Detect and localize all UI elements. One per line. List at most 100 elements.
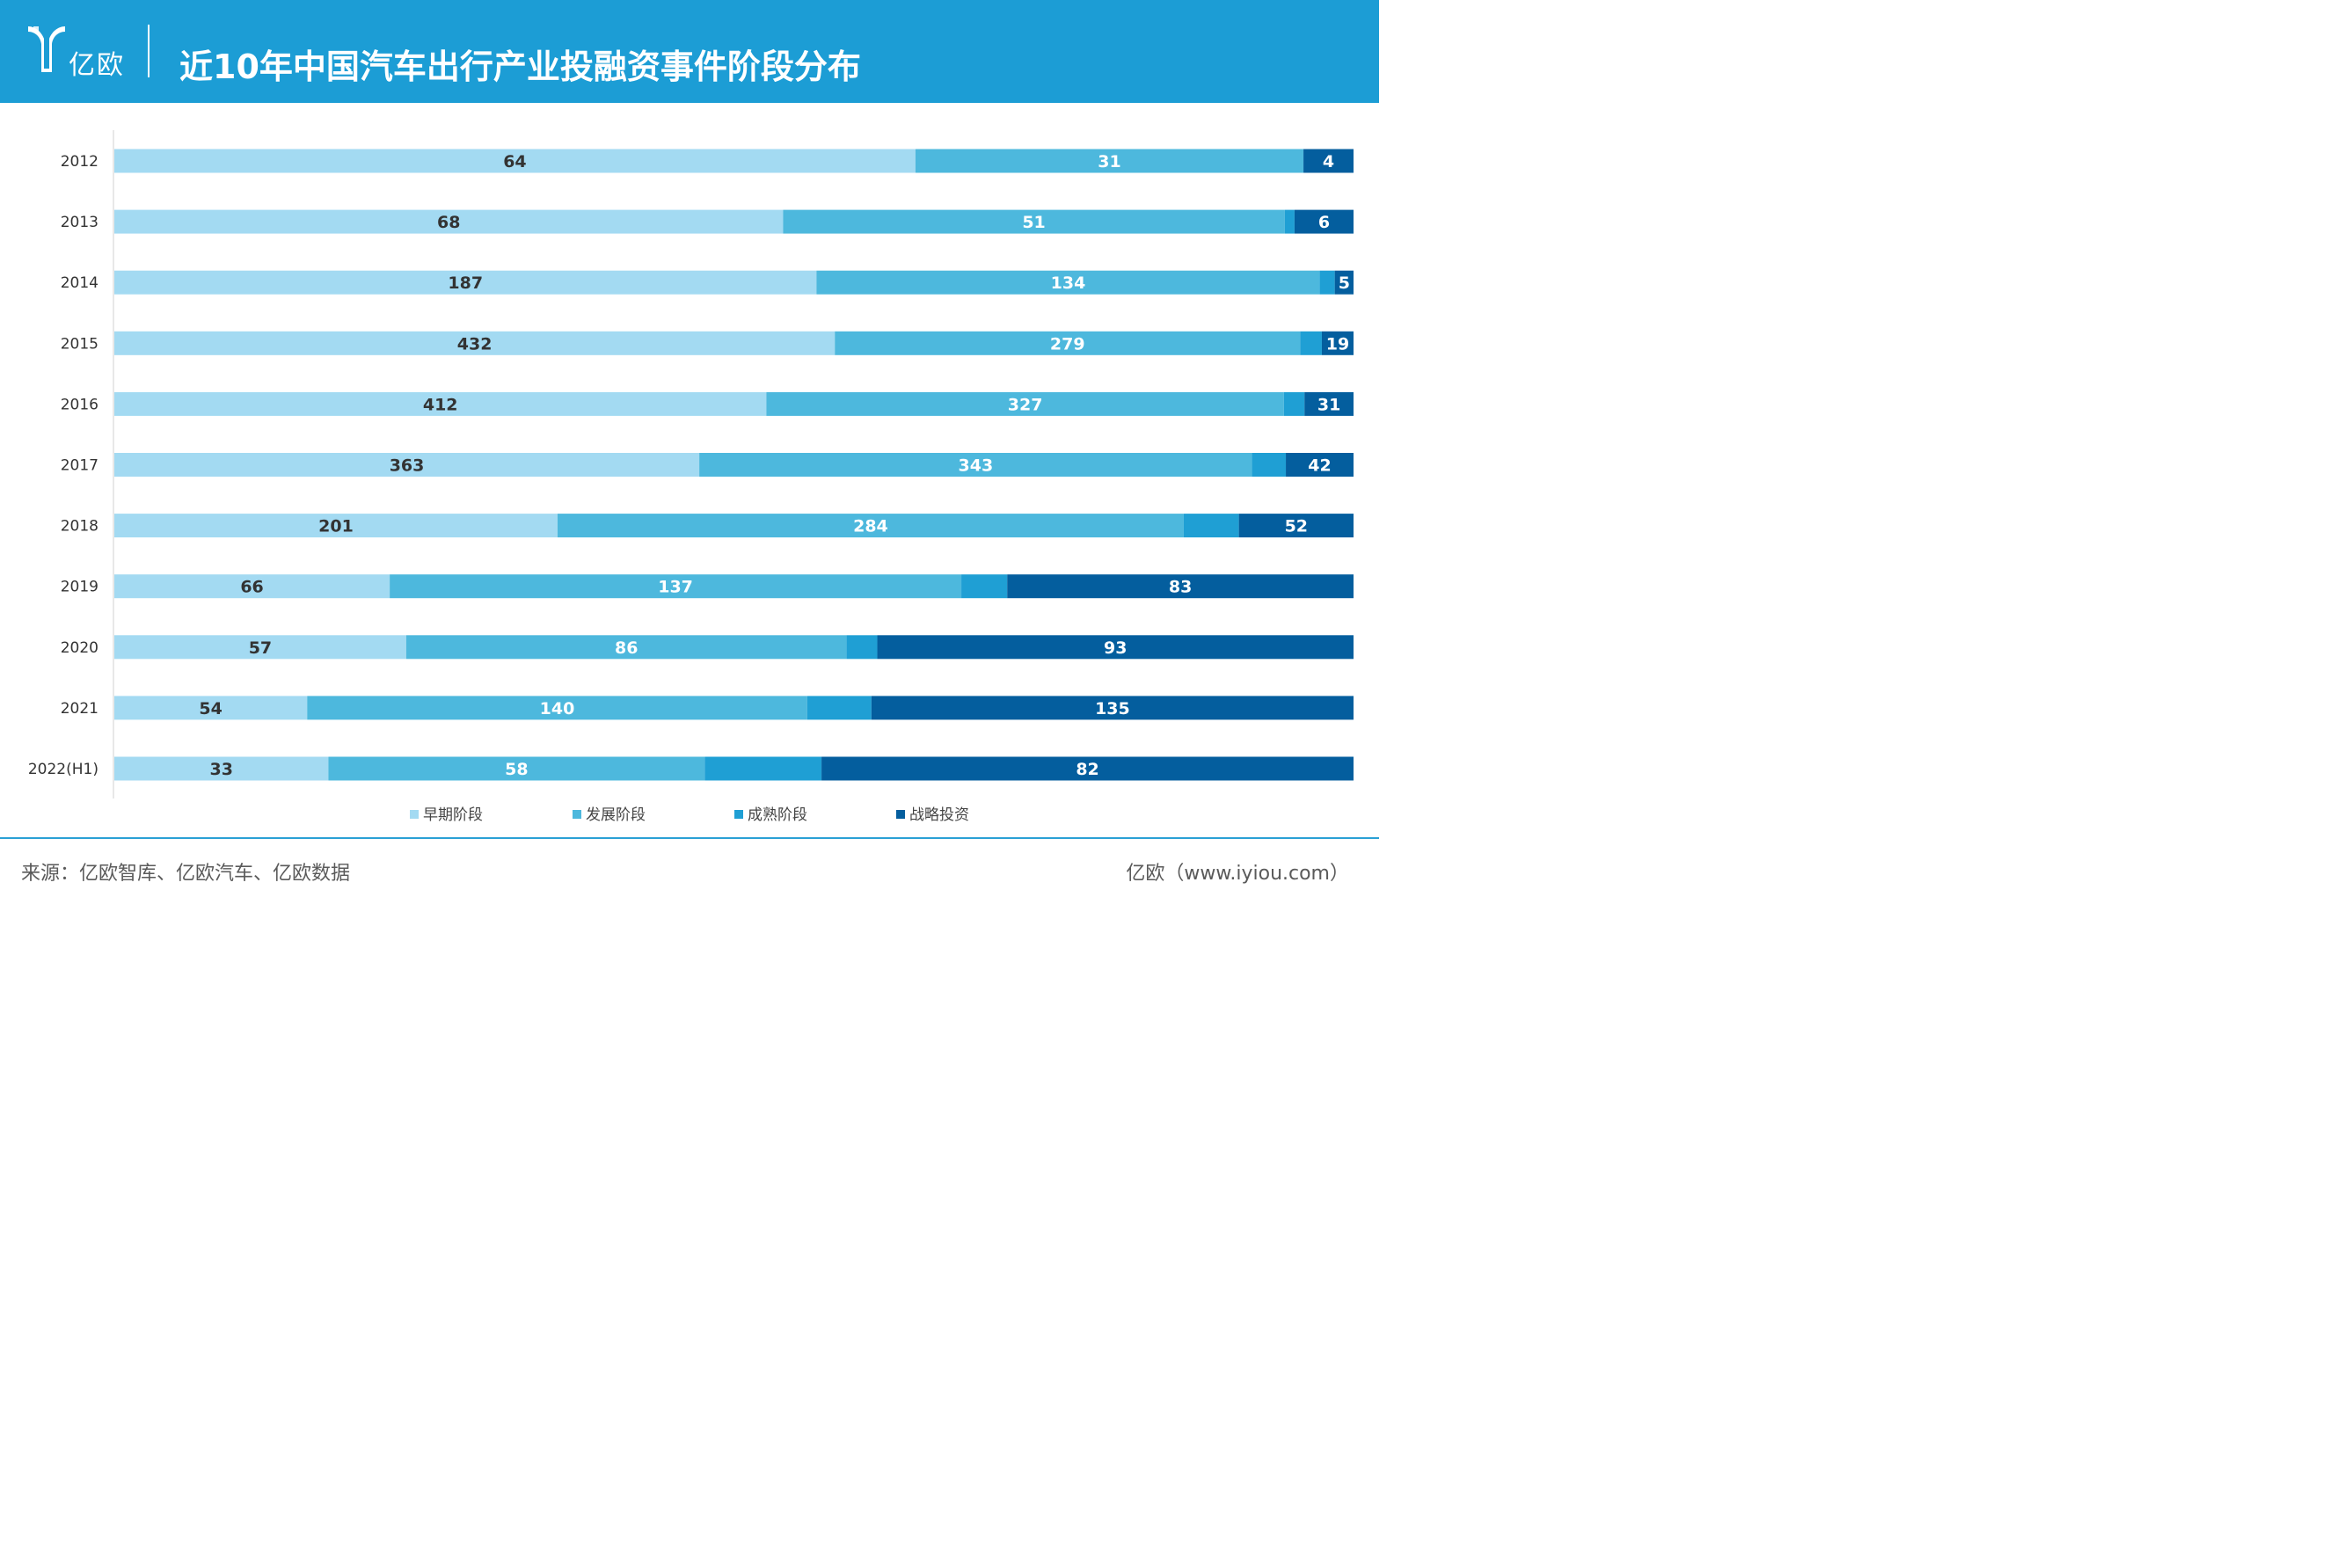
legend-label: 发展阶段 [586, 806, 646, 824]
bar-segment [307, 696, 807, 720]
bar-segment [1286, 453, 1354, 477]
page-title: 近10年中国汽车出行产业投融资事件阶段分布 [179, 47, 861, 86]
legend-label: 早期阶段 [423, 806, 483, 824]
bar-segment [871, 696, 1354, 720]
logo-text: 亿欧 [69, 50, 125, 81]
bar-segment [405, 635, 847, 660]
data-label: 52 [1285, 517, 1308, 536]
bar-segment [114, 756, 329, 781]
bar-segment [114, 149, 916, 173]
bar-segment [766, 391, 1284, 416]
data-label: 327 [1008, 395, 1043, 414]
legend-swatch [410, 810, 419, 819]
bar-segment [1300, 331, 1322, 355]
bar-segment [816, 270, 1320, 295]
legend-swatch [896, 810, 905, 819]
bar-segment [1294, 209, 1354, 234]
bar-segment [114, 453, 700, 477]
bar-segment [390, 574, 962, 599]
site-credit: 亿欧（www.iyiou.com） [1126, 863, 1349, 885]
bar-segment [114, 331, 836, 355]
data-label: 363 [390, 456, 425, 476]
bar-segment [835, 331, 1301, 355]
bar-segment [557, 514, 1184, 538]
bar-segment [1183, 514, 1239, 538]
data-label: 93 [1104, 638, 1127, 658]
bar-segment [915, 149, 1304, 173]
data-label: 31 [1098, 152, 1120, 171]
bar-segment [1304, 391, 1354, 416]
legend: 早期阶段 发展阶段 成熟阶段 战略投资 [410, 806, 969, 824]
data-label: 4 [1323, 152, 1334, 171]
data-label: 82 [1076, 760, 1098, 779]
data-label: 64 [503, 152, 526, 171]
bars-group [114, 149, 1354, 781]
bar-segment [1007, 574, 1354, 599]
data-label: 57 [249, 638, 272, 658]
bar-segment [1334, 270, 1354, 295]
bar-segment [1321, 331, 1354, 355]
data-label: 51 [1022, 213, 1045, 232]
bar-segment [328, 756, 705, 781]
stacked-bar-chart: 2012 64 31 4 2013 68 51 6 2014 187 134 5 2015 432 279 1… [28, 130, 1354, 824]
y-tick-label: 2014 [61, 274, 99, 292]
legend-swatch [734, 810, 743, 819]
labels-group: 2012 64 31 4 2013 68 51 6 2014 187 134 5 2015 432 279 1… [28, 152, 1350, 779]
header-banner: 亿欧 近10年中国汽车出行产业投融资事件阶段分布 [0, 0, 1379, 103]
bar-segment [806, 696, 872, 720]
y-tick-label: 2019 [61, 579, 99, 596]
bar-segment [1252, 453, 1287, 477]
bar-segment [114, 635, 406, 660]
bar-segment [114, 696, 308, 720]
data-label: 54 [199, 699, 222, 718]
y-tick-label: 2018 [61, 518, 99, 536]
footer-divider [0, 837, 1379, 839]
data-label: 31 [1317, 395, 1340, 414]
data-label: 68 [437, 213, 460, 232]
data-label: 432 [457, 334, 493, 354]
bar-segment [114, 270, 817, 295]
bar-segment [699, 453, 1252, 477]
data-label: 284 [853, 517, 888, 536]
data-label: 33 [209, 760, 232, 779]
source-note: 来源：亿欧智库、亿欧汽车、亿欧数据 [21, 863, 351, 885]
bar-segment [1238, 514, 1354, 538]
data-label: 134 [1051, 273, 1086, 293]
y-tick-label: 2012 [61, 153, 99, 171]
bar-segment [1319, 270, 1335, 295]
data-label: 19 [1326, 334, 1349, 354]
legend-label: 成熟阶段 [748, 806, 807, 824]
data-label: 58 [505, 760, 528, 779]
y-tick-label: 2016 [61, 396, 99, 413]
bar-segment [114, 391, 767, 416]
data-label: 187 [448, 273, 483, 293]
bar-segment [1283, 391, 1305, 416]
data-label: 86 [615, 638, 638, 658]
bar-segment [783, 209, 1285, 234]
bar-segment [877, 635, 1354, 660]
bar-segment [114, 574, 390, 599]
bar-segment [1284, 209, 1295, 234]
data-label: 412 [423, 395, 458, 414]
bar-segment [704, 756, 822, 781]
y-tick-label: 2015 [61, 335, 99, 353]
data-label: 135 [1095, 699, 1130, 718]
y-tick-label: 2017 [61, 457, 99, 475]
data-label: 343 [959, 456, 994, 476]
data-label: 42 [1308, 456, 1331, 476]
y-tick-label: 2021 [61, 700, 99, 718]
bar-segment [114, 209, 784, 234]
data-label: 201 [318, 517, 354, 536]
data-label: 5 [1339, 273, 1350, 293]
y-tick-label: 2013 [61, 214, 99, 231]
bar-segment [1303, 149, 1354, 173]
y-tick-label: 2022(H1) [28, 761, 99, 778]
header-divider [148, 25, 150, 77]
data-label: 83 [1169, 578, 1192, 597]
bar-segment [846, 635, 878, 660]
data-label: 6 [1318, 213, 1330, 232]
y-tick-label: 2020 [61, 639, 99, 657]
yiou-logo-icon [28, 26, 65, 72]
bar-segment [961, 574, 1008, 599]
legend-swatch [573, 810, 581, 819]
